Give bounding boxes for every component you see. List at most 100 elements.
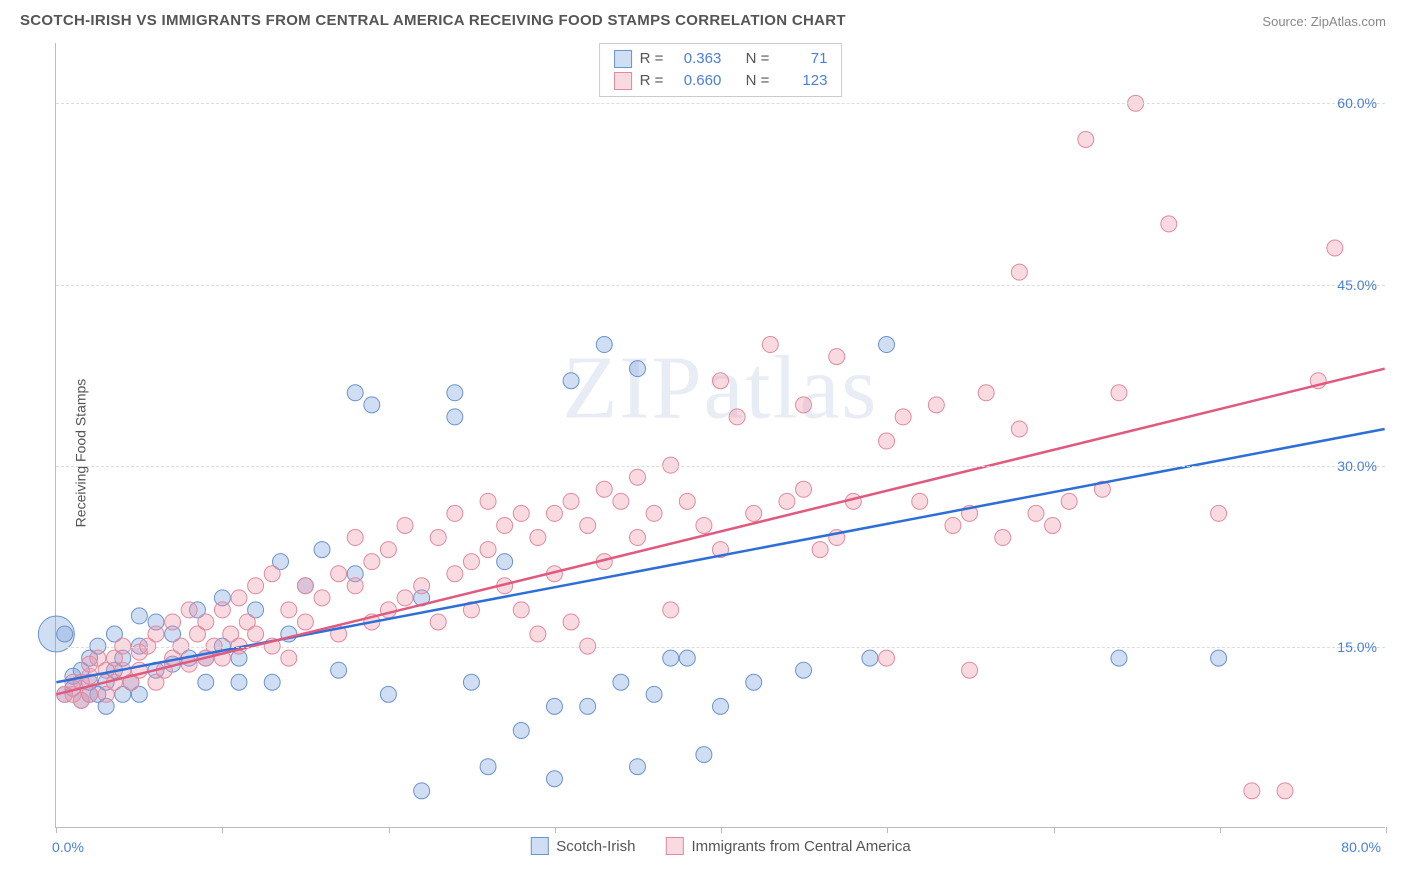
legend-item-central-america: Immigrants from Central America	[665, 837, 910, 855]
title-bar: SCOTCH-IRISH VS IMMIGRANTS FROM CENTRAL …	[0, 0, 1406, 33]
data-point	[131, 608, 147, 624]
data-point	[879, 337, 895, 353]
series-legend: Scotch-Irish Immigrants from Central Ame…	[530, 837, 910, 855]
data-point	[713, 373, 729, 389]
data-point	[580, 698, 596, 714]
swatch-scotch-irish	[530, 837, 548, 855]
data-point	[513, 505, 529, 521]
data-point	[679, 650, 695, 666]
data-point	[430, 530, 446, 546]
data-point	[879, 650, 895, 666]
source-name: ZipAtlas.com	[1311, 14, 1386, 29]
data-point	[563, 373, 579, 389]
plot-svg	[56, 43, 1385, 827]
x-tick	[1386, 827, 1387, 833]
data-point	[347, 530, 363, 546]
data-point	[430, 614, 446, 630]
data-point	[629, 530, 645, 546]
data-point	[796, 662, 812, 678]
y-tick-label: 30.0%	[1337, 458, 1377, 474]
data-point	[629, 361, 645, 377]
data-point	[248, 578, 264, 594]
data-point	[962, 662, 978, 678]
data-point	[713, 698, 729, 714]
data-point	[347, 385, 363, 401]
data-point	[281, 602, 297, 618]
data-point	[978, 385, 994, 401]
stats-row-0: R = 0.363 N = 71	[614, 48, 828, 70]
data-point	[480, 542, 496, 558]
data-point	[57, 626, 73, 642]
data-point	[779, 493, 795, 509]
data-point	[198, 674, 214, 690]
data-point	[463, 674, 479, 690]
data-point	[1078, 132, 1094, 148]
swatch-central-america	[614, 72, 632, 90]
r-value-1: 0.660	[671, 70, 721, 92]
data-point	[580, 517, 596, 533]
data-point	[1111, 650, 1127, 666]
chart-title: SCOTCH-IRISH VS IMMIGRANTS FROM CENTRAL …	[20, 12, 846, 29]
chart-wrap: Receiving Food Stamps ZIPatlas R = 0.363…	[0, 33, 1406, 873]
data-point	[1244, 783, 1260, 799]
x-max-label: 80.0%	[1341, 839, 1381, 855]
data-point	[397, 590, 413, 606]
n-label: N =	[746, 48, 770, 70]
data-point	[1111, 385, 1127, 401]
r-label: R =	[640, 48, 664, 70]
data-point	[198, 614, 214, 630]
stats-row-1: R = 0.660 N = 123	[614, 70, 828, 92]
data-point	[231, 590, 247, 606]
y-tick-label: 15.0%	[1337, 639, 1377, 655]
data-point	[297, 578, 313, 594]
x-tick	[555, 827, 556, 833]
data-point	[696, 517, 712, 533]
data-point	[513, 602, 529, 618]
data-point	[181, 602, 197, 618]
data-point	[530, 626, 546, 642]
x-tick	[1220, 827, 1221, 833]
data-point	[646, 505, 662, 521]
source: Source: ZipAtlas.com	[1262, 14, 1386, 29]
x-tick	[1054, 827, 1055, 833]
trend-line	[56, 369, 1384, 695]
data-point	[1277, 783, 1293, 799]
data-point	[414, 783, 430, 799]
r-label: R =	[640, 70, 664, 92]
n-label: N =	[746, 70, 770, 92]
n-value-0: 71	[777, 48, 827, 70]
gridline	[56, 466, 1385, 467]
y-tick-label: 45.0%	[1337, 277, 1377, 293]
data-point	[646, 686, 662, 702]
data-point	[231, 674, 247, 690]
data-point	[613, 493, 629, 509]
data-point	[812, 542, 828, 558]
x-tick	[721, 827, 722, 833]
data-point	[264, 674, 280, 690]
data-point	[563, 614, 579, 630]
data-point	[796, 397, 812, 413]
data-point	[463, 554, 479, 570]
data-point	[214, 602, 230, 618]
data-point	[314, 590, 330, 606]
data-point	[546, 505, 562, 521]
data-point	[380, 686, 396, 702]
data-point	[1211, 505, 1227, 521]
data-point	[347, 578, 363, 594]
y-tick-label: 60.0%	[1337, 95, 1377, 111]
data-point	[696, 747, 712, 763]
gridline	[56, 103, 1385, 104]
data-point	[762, 337, 778, 353]
stats-legend: R = 0.363 N = 71 R = 0.660 N = 123	[599, 43, 843, 97]
data-point	[497, 517, 513, 533]
data-point	[663, 602, 679, 618]
gridline	[56, 647, 1385, 648]
data-point	[629, 469, 645, 485]
data-point	[1045, 517, 1061, 533]
data-point	[148, 626, 164, 642]
source-label: Source:	[1262, 14, 1307, 29]
data-point	[1061, 493, 1077, 509]
data-point	[596, 481, 612, 497]
data-point	[663, 650, 679, 666]
data-point	[314, 542, 330, 558]
